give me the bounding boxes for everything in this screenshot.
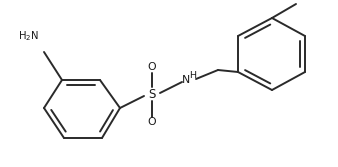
- Text: H: H: [190, 70, 196, 79]
- Text: O: O: [148, 117, 156, 127]
- Text: N: N: [182, 75, 190, 85]
- Text: S: S: [148, 88, 156, 101]
- Text: O: O: [148, 62, 156, 72]
- Text: H$_2$N: H$_2$N: [18, 29, 39, 43]
